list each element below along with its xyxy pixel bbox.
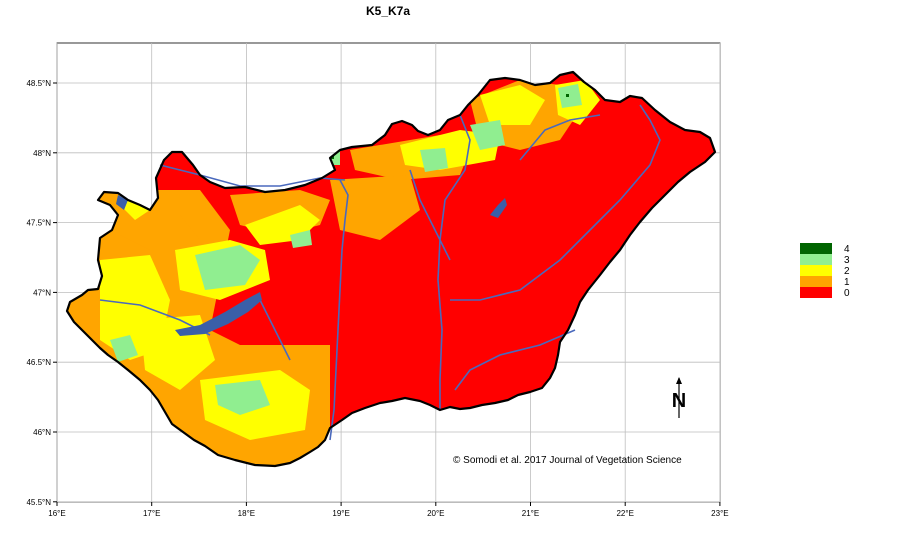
credit-text: © Somodi et al. 2017 Journal of Vegetati… (453, 455, 682, 466)
lake-tisza (490, 198, 507, 218)
legend-swatch (800, 243, 832, 254)
legend-label: 0 (844, 288, 850, 299)
sio-canal (259, 299, 291, 361)
legend-label: 2 (844, 266, 850, 277)
y-tick-label: 47.5°N (26, 219, 51, 228)
y-tick-label: 48°N (33, 149, 51, 158)
legend-label: 3 (844, 255, 850, 266)
class-2-areas (100, 80, 600, 440)
map-title: K5_K7a (366, 4, 410, 18)
lake-balaton (175, 292, 262, 336)
y-tick-label: 45.5°N (26, 498, 51, 507)
y-tick-label: 46.5°N (26, 358, 51, 367)
x-tick-label: 23°E (711, 509, 728, 518)
x-tick-label: 16°E (48, 509, 65, 518)
rivers (99, 104, 661, 441)
y-tick-label: 48.5°N (26, 79, 51, 88)
x-tick-label: 22°E (616, 509, 633, 518)
north-arrow-icon: N (672, 377, 686, 418)
danube-upper (159, 164, 346, 187)
axis-ticks: 16°E 17°E 18°E 19°E 20°E 21°E 22°E 23°E 48.5°N 48… (26, 79, 728, 518)
habitat-raster (67, 72, 715, 466)
legend-label: 1 (844, 277, 850, 288)
legend-swatch (800, 265, 832, 276)
y-tick-label: 47°N (33, 288, 51, 297)
legend-swatch (800, 254, 832, 265)
legend-label: 4 (844, 244, 850, 255)
zagyva-river (409, 169, 451, 261)
x-tick-label: 20°E (427, 509, 444, 518)
country-border (65, 70, 717, 468)
danube-river (329, 179, 349, 441)
class-3-areas (110, 84, 582, 415)
x-tick-label: 21°E (522, 509, 539, 518)
koros-river (454, 329, 576, 391)
legend-swatch (800, 276, 832, 287)
legend-swatch (800, 287, 832, 298)
x-tick-label: 18°E (238, 509, 255, 518)
sajo-river (519, 114, 601, 161)
tisza-east (450, 104, 661, 301)
y-tick-label: 46°N (33, 428, 51, 437)
north-label: N (672, 390, 686, 412)
x-tick-label: 19°E (332, 509, 349, 518)
x-tick-label: 17°E (143, 509, 160, 518)
